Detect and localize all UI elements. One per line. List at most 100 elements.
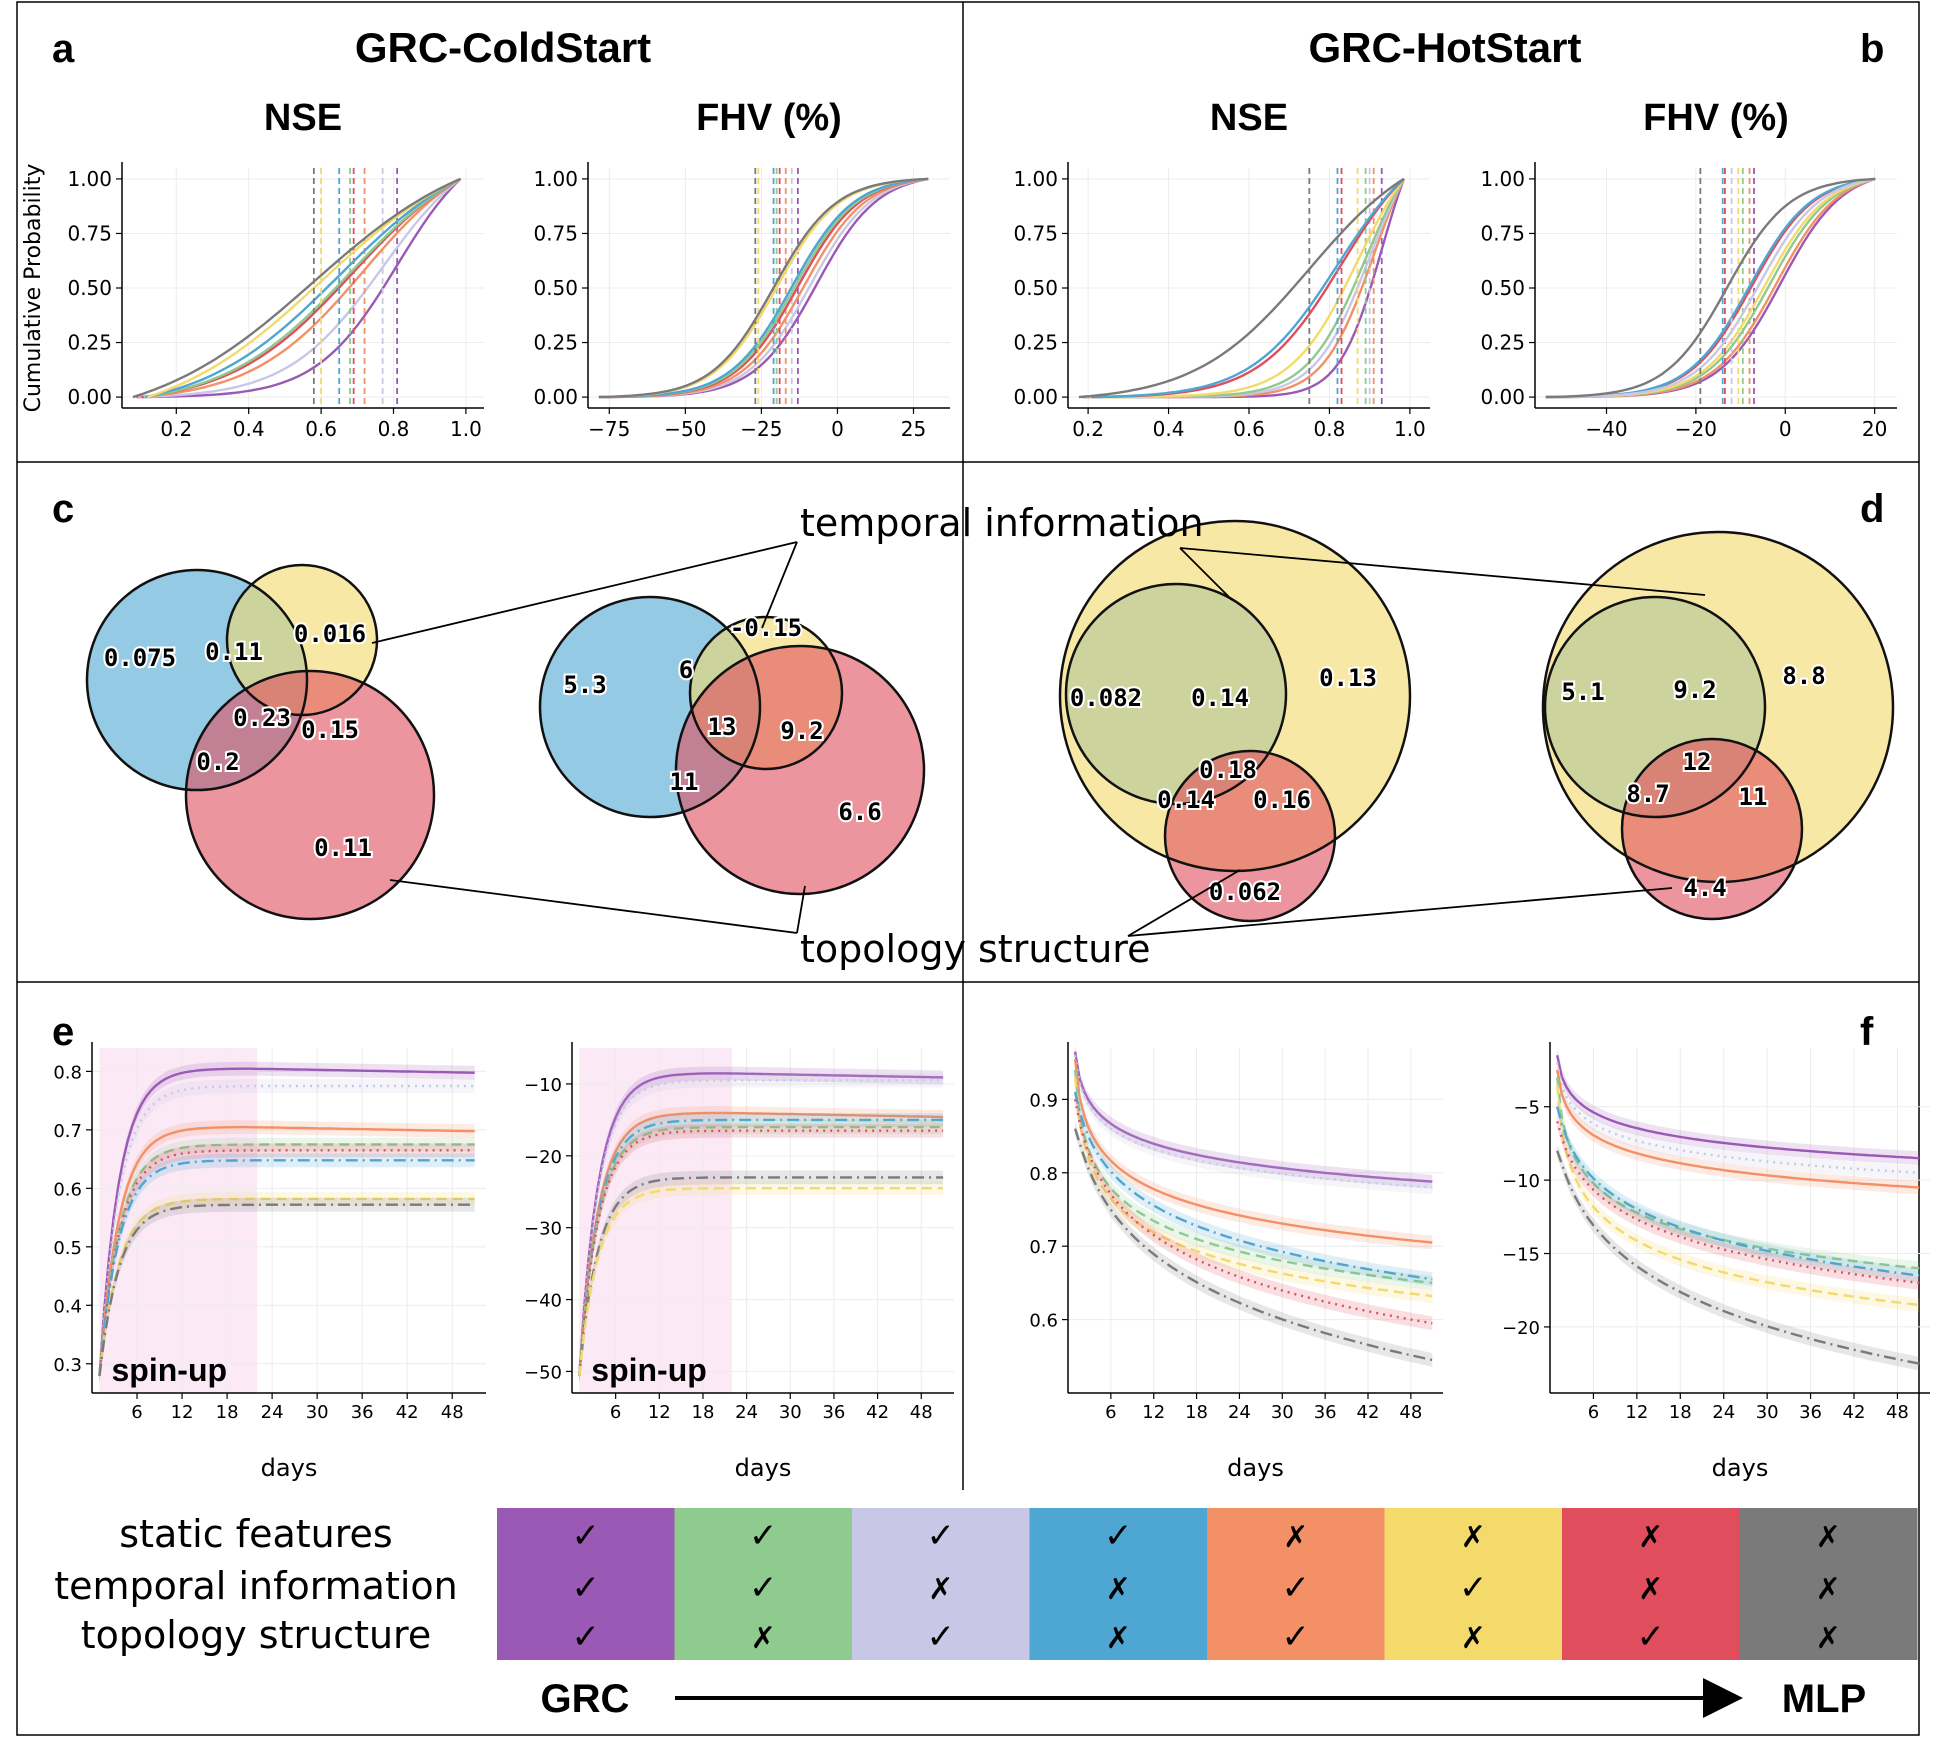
y-tick-label: −15 (1502, 1245, 1540, 1266)
venn-region-value: 0.016 (294, 620, 366, 648)
x-tick-label: 0.2 (160, 417, 192, 441)
y-tick-label: 1.00 (533, 167, 578, 191)
panel-label-c: c (52, 487, 74, 531)
coldstart-title: GRC-ColdStart (355, 24, 651, 71)
chart-title: NSE (1210, 97, 1288, 139)
check-mark: ✓ (572, 1617, 601, 1657)
series-line-blue (1556, 1106, 1920, 1277)
venn-region-value: 9.2 (1673, 676, 1716, 704)
series-line-red (98, 1149, 475, 1376)
legend-row-label: static features (119, 1512, 392, 1556)
temporal-information-label: temporal information (800, 501, 1204, 545)
x-tick-label: 18 (692, 1402, 715, 1423)
x-tick-label: −75 (588, 417, 630, 441)
y-tick-label: 0.4 (53, 1296, 82, 1317)
x-tick-label: −40 (1585, 417, 1627, 441)
y-tick-label: 1.00 (67, 167, 112, 191)
y-tick-label: 0.00 (533, 385, 578, 409)
x-tick-label: 0.8 (1314, 417, 1346, 441)
x-tick-label: 6 (1588, 1402, 1599, 1423)
x-tick-label: 36 (1314, 1402, 1337, 1423)
series-line-gray (1073, 1128, 1433, 1362)
cross-mark: ✗ (1106, 1621, 1131, 1656)
series-line-orange (98, 1125, 475, 1376)
y-tick-label: 0.25 (533, 331, 578, 355)
y-tick-label: 0.75 (1480, 221, 1525, 245)
x-tick-label: 30 (306, 1402, 329, 1423)
x-tick-label: 36 (351, 1402, 374, 1423)
venn-region-value: 11 (670, 768, 699, 796)
cross-mark: ✗ (751, 1621, 776, 1656)
cross-mark: ✗ (1106, 1572, 1131, 1607)
venn-region-value: 0.16 (1253, 786, 1311, 814)
venn-region-value: 0.082 (1070, 684, 1142, 712)
series-line-gray (98, 1203, 475, 1376)
y-tick-label: −10 (1502, 1171, 1540, 1192)
venn-d2: 5.1 9.2 8.8 12 11 8.7 4.4 (1541, 530, 1895, 921)
cross-mark: ✗ (1816, 1572, 1841, 1607)
venn-circle-outline-red (674, 644, 926, 896)
venn-region-value: 0.14 (1157, 786, 1215, 814)
chart-b2: −40 −20 0 20 0.00 0.25 0.50 0.75 1.00 FHV (%) (1480, 97, 1897, 441)
venn-circle-fill-red (1165, 751, 1335, 921)
x-tick-label: 30 (1756, 1402, 1779, 1423)
cross-mark: ✗ (1461, 1520, 1486, 1555)
ci-band-orange (1557, 1063, 1920, 1195)
x-tick-label: −25 (740, 417, 782, 441)
x-tick-label: 18 (1669, 1402, 1692, 1423)
ci-band-green (1557, 1070, 1920, 1276)
series-line-purple (578, 1072, 944, 1376)
x-tick-label: 0 (831, 417, 844, 441)
venn-circle-outline-blue (538, 595, 762, 819)
legend-row-label: temporal information (54, 1564, 458, 1608)
x-tick-label: 30 (1271, 1402, 1294, 1423)
venn-c1: 0.075 0.11 0.016 0.23 0.15 0.2 0.11 (85, 563, 436, 921)
x-tick-label: 6 (610, 1402, 621, 1423)
series-line-blue (98, 1159, 475, 1376)
check-mark: ✓ (1282, 1568, 1311, 1608)
legend-layer: static features temporal information topol… (54, 1508, 1918, 1721)
venn-circle-outline-yellow (1541, 530, 1895, 884)
y-tick-label: 0.6 (53, 1179, 82, 1200)
cdf-series-gray (1078, 177, 1405, 399)
y-axis-label: Cumulative Probability (21, 164, 46, 413)
chart-title: FHV (%) (696, 97, 842, 139)
series-line-yellow (1073, 1077, 1433, 1298)
spinup-region (99, 1048, 258, 1393)
y-tick-label: 0.00 (1013, 385, 1058, 409)
series-line-gray (578, 1176, 944, 1376)
venn-circle-outline-red (184, 669, 436, 921)
annotation-connector (1127, 887, 1673, 937)
legend-swatch-blue (1029, 1508, 1208, 1660)
x-tick-label: 24 (1228, 1402, 1251, 1423)
x-tick-label: 48 (910, 1402, 933, 1423)
x-tick-label: 0 (1779, 417, 1792, 441)
cdf-series-yellow (146, 177, 462, 399)
x-tick-label: 0.8 (378, 417, 410, 441)
legend-swatch-gray (1739, 1508, 1918, 1660)
y-tick-label: 0.50 (1013, 276, 1058, 300)
venn-circle-outline-red (1620, 737, 1804, 921)
venn-region-value: 11 (1739, 783, 1768, 811)
legend-row-label: topology structure (81, 1613, 431, 1657)
ci-band-blue (1557, 1099, 1920, 1283)
y-tick-label: 0.75 (67, 221, 112, 245)
x-tick-label: −20 (1675, 417, 1717, 441)
ci-band-purple (1557, 1048, 1920, 1165)
y-tick-label: 0.25 (67, 331, 112, 355)
x-axis-label: days (735, 1454, 792, 1482)
series-line-purple (1073, 1051, 1433, 1183)
venn-region-value: 8.8 (1782, 662, 1825, 690)
x-tick-label: 25 (901, 417, 926, 441)
venn-circle-fill-red (186, 671, 434, 919)
legend-swatch-lavender (852, 1508, 1030, 1660)
annotation-connector (371, 541, 798, 644)
cdf-series-green (143, 177, 462, 399)
x-tick-label: 0.2 (1072, 417, 1104, 441)
y-tick-label: 0.25 (1480, 331, 1525, 355)
venn-region-value: 13 (708, 713, 737, 741)
y-tick-label: 0.75 (533, 221, 578, 245)
x-tick-label: 6 (1105, 1402, 1116, 1423)
x-tick-label: 1.0 (450, 417, 482, 441)
